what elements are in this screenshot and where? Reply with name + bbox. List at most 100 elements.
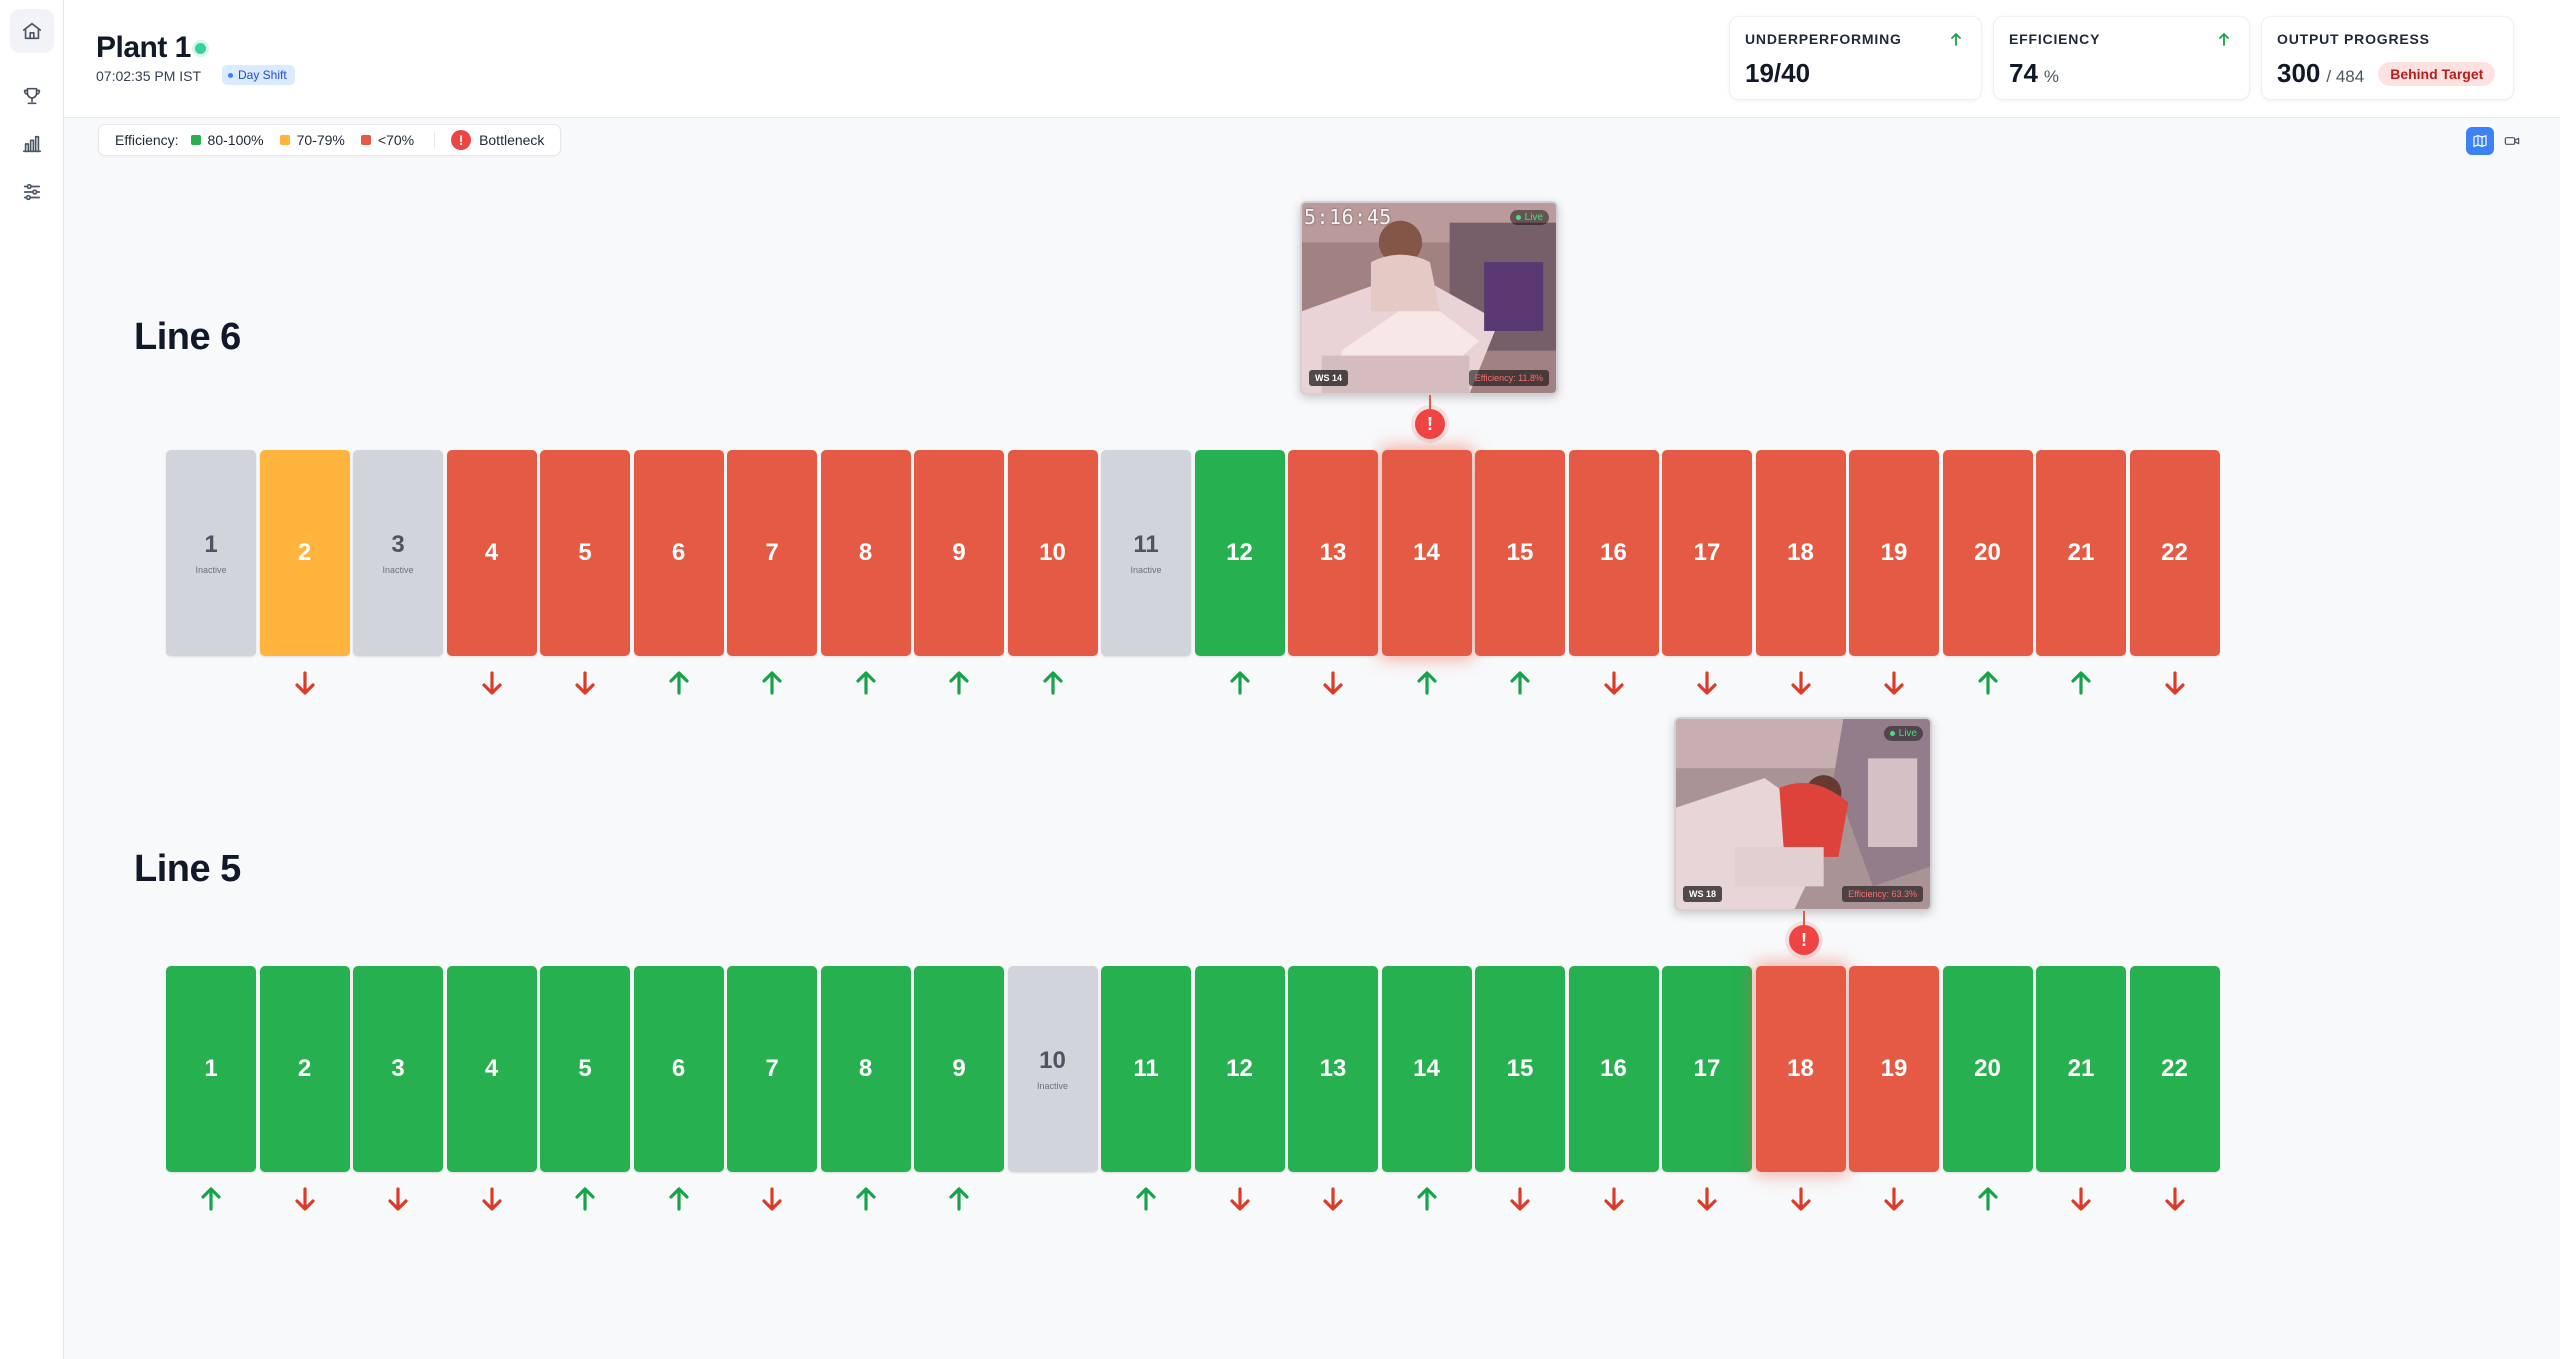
efficiency-legend: Efficiency: 80-100% 70-79% <70% ! Bottle… [98,124,562,156]
live-label: Live [1524,212,1543,223]
workstation-4[interactable]: 4 [446,450,537,656]
home-icon [22,22,42,40]
workstation-number: 8 [858,539,873,566]
inactive-label: Inactive [382,565,414,575]
workstation-number: 17 [1693,539,1721,566]
workstation-number: 1 [204,531,218,558]
workstation-15[interactable]: 15 [1475,450,1565,656]
map-view-button[interactable] [2466,127,2494,155]
trend-down-icon [2130,670,2220,696]
line-title: Line 6 [134,316,241,358]
workstation-6[interactable]: 6 [633,450,724,656]
workstation-10[interactable]: 10 [1007,450,1098,656]
trend-down-icon [1195,1186,1285,1212]
trend-up-icon [821,670,911,696]
workstation-9[interactable]: 9 [914,450,1004,656]
trend-down-icon [2130,1186,2220,1212]
workstation-number: 8 [858,1055,873,1082]
current-time: 07:02:35 PM IST [96,68,202,84]
trend-up-icon [727,670,817,696]
bottleneck-marker[interactable]: ! [1789,925,1819,955]
workstation-15[interactable]: 15 [1475,966,1565,1172]
workstation-16[interactable]: 16 [1568,966,1659,1172]
shift-badge: Day Shift [222,65,295,85]
shift-dot-icon [228,72,233,78]
workstation-2[interactable]: 2 [259,450,350,656]
workstation-number: 18 [1787,539,1814,566]
workstation-18[interactable]: 18 [1755,966,1846,1172]
workstation-12[interactable]: 12 [1194,450,1285,656]
workstation-14[interactable]: 14 [1381,450,1472,656]
trend-up-icon [1943,1186,2033,1212]
workstation-22[interactable]: 22 [2129,450,2220,656]
sidebar-item-settings[interactable] [10,170,54,214]
workstation-number: 12 [1226,539,1253,566]
workstation-8[interactable]: 8 [820,966,911,1172]
plant-title: Plant 1 [96,31,191,64]
line-5-stations: 1 2 3 4 5 6 7 8 9 10 Inactive 11 12 13 14 15 16 17 18 19 20 2… [166,966,2220,1172]
workstation-1[interactable]: 1 Inactive [166,450,256,656]
workstation-21[interactable]: 21 [2036,450,2126,656]
workstation-9[interactable]: 9 [914,966,1004,1172]
workstation-17[interactable]: 17 [1662,450,1752,656]
sidebar-item-leaderboard[interactable] [10,74,54,118]
workstation-16[interactable]: 16 [1568,450,1659,656]
kpi-value: 300 [2277,58,2321,88]
workstation-7[interactable]: 7 [727,450,817,656]
sidebar-item-analytics[interactable] [10,122,54,166]
workstation-10[interactable]: 10 Inactive [1007,966,1098,1172]
workstation-17[interactable]: 17 [1662,966,1752,1172]
view-toggle [2466,127,2528,155]
workstation-number: 10 [1039,1047,1066,1074]
workstation-20[interactable]: 20 [1942,966,2033,1172]
line-6-stations: 1 Inactive 2 3 Inactive 4 5 6 7 8 9 10 11 Inactive 12 1… [166,450,2220,656]
workstation-number: 15 [1506,1055,1534,1082]
workstation-number: 1 [204,1055,218,1082]
trend-up-icon [166,1186,256,1212]
workstation-1[interactable]: 1 [166,966,256,1172]
workstation-18[interactable]: 18 [1755,450,1846,656]
workstation-21[interactable]: 21 [2036,966,2126,1172]
workstation-number: 18 [1787,1055,1814,1082]
trend-down-icon [1569,1186,1659,1212]
kpi-efficiency: EFFICIENCY 74% [1993,16,2250,100]
trend-down-icon [727,1186,817,1212]
live-dot-icon [1889,731,1895,736]
workstation-number: 6 [671,1055,686,1082]
workstation-19[interactable]: 19 [1849,966,1939,1172]
camera-icon [2504,137,2520,145]
sidebar-item-home[interactable] [10,9,54,53]
workstation-13[interactable]: 13 [1288,450,1378,656]
workstation-14[interactable]: 14 [1381,966,1472,1172]
workstation-7[interactable]: 7 [727,966,817,1172]
workstation-13[interactable]: 13 [1288,966,1378,1172]
workstation-6[interactable]: 6 [633,966,724,1172]
workstation-12[interactable]: 12 [1194,966,1285,1172]
trend-up-icon [1008,670,1098,696]
workstation-number: 13 [1319,539,1347,566]
workstation-5[interactable]: 5 [540,966,630,1172]
workstation-3[interactable]: 3 [353,966,443,1172]
trend-up-icon [1382,1186,1472,1212]
camera-feed[interactable]: 5:16:45 Live WS 14 Efficiency: 11.8% [1300,201,1558,395]
live-badge: Live [1509,210,1549,225]
trend-down-icon [1849,1186,1939,1212]
workstation-19[interactable]: 19 [1849,450,1939,656]
workstation-2[interactable]: 2 [259,966,350,1172]
workstation-4[interactable]: 4 [446,966,537,1172]
trophy-icon [23,87,41,105]
bottleneck-marker[interactable]: ! [1415,409,1445,439]
workstation-11[interactable]: 11 Inactive [1101,450,1191,656]
workstation-20[interactable]: 20 [1942,450,2033,656]
workstation-3[interactable]: 3 Inactive [353,450,443,656]
workstation-8[interactable]: 8 [820,450,911,656]
workstation-22[interactable]: 22 [2129,966,2220,1172]
kpi-underperforming: UNDERPERFORMING 19/40 [1729,16,1982,100]
workstation-11[interactable]: 11 [1101,966,1191,1172]
trend-empty [353,670,443,696]
camera-feed[interactable]: Live WS 18 Efficiency: 63.3% [1674,717,1932,911]
workstation-5[interactable]: 5 [540,450,630,656]
header: Plant 1 07:02:35 PM IST Day Shift UNDERP… [64,0,2560,118]
bar-chart-icon [22,135,42,153]
camera-view-button[interactable] [2498,127,2526,155]
